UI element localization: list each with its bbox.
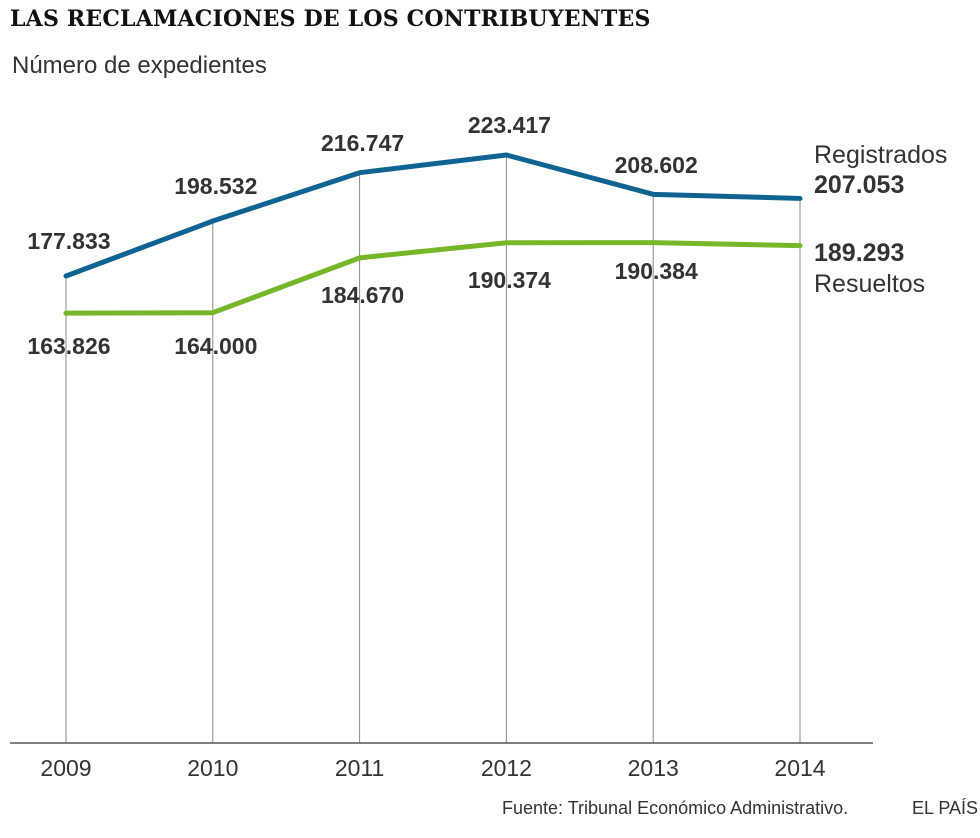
x-tick-label: 2012 <box>481 755 532 781</box>
source-note: Fuente: Tribunal Económico Administrativ… <box>502 798 849 818</box>
data-label-registrados: 177.833 <box>27 228 110 254</box>
series-line-resueltos <box>63 240 803 316</box>
data-label-resueltos: 190.384 <box>615 258 698 284</box>
legend-label-registrados: Registrados <box>814 141 947 169</box>
data-label-resueltos: 190.374 <box>468 267 551 293</box>
series-line-registrados <box>63 152 803 279</box>
end-value-registrados: 207.053 <box>814 171 904 199</box>
end-value-resueltos: 189.293 <box>814 239 904 267</box>
chart-subtitle: Número de expedientes <box>12 52 267 79</box>
brand-credit: EL PAÍS <box>912 798 979 818</box>
data-label-registrados: 198.532 <box>174 173 257 199</box>
data-label-resueltos: 184.670 <box>321 282 404 308</box>
x-tick-label: 2011 <box>335 755 384 781</box>
x-tick-label: 2010 <box>187 755 238 781</box>
data-label-resueltos: 163.826 <box>27 333 110 359</box>
data-label-registrados: 208.602 <box>615 152 698 178</box>
legend-label-resueltos: Resueltos <box>814 270 925 298</box>
x-tick-label: 2009 <box>40 755 91 781</box>
chart-title: LAS RECLAMACIONES DE LOS CONTRIBUYENTES <box>10 6 651 32</box>
x-tick-label: 2014 <box>774 755 825 781</box>
data-label-registrados: 223.417 <box>468 112 551 138</box>
data-label-resueltos: 164.000 <box>174 333 257 359</box>
data-label-registrados: 216.747 <box>321 130 404 156</box>
x-tick-label: 2013 <box>628 755 679 781</box>
